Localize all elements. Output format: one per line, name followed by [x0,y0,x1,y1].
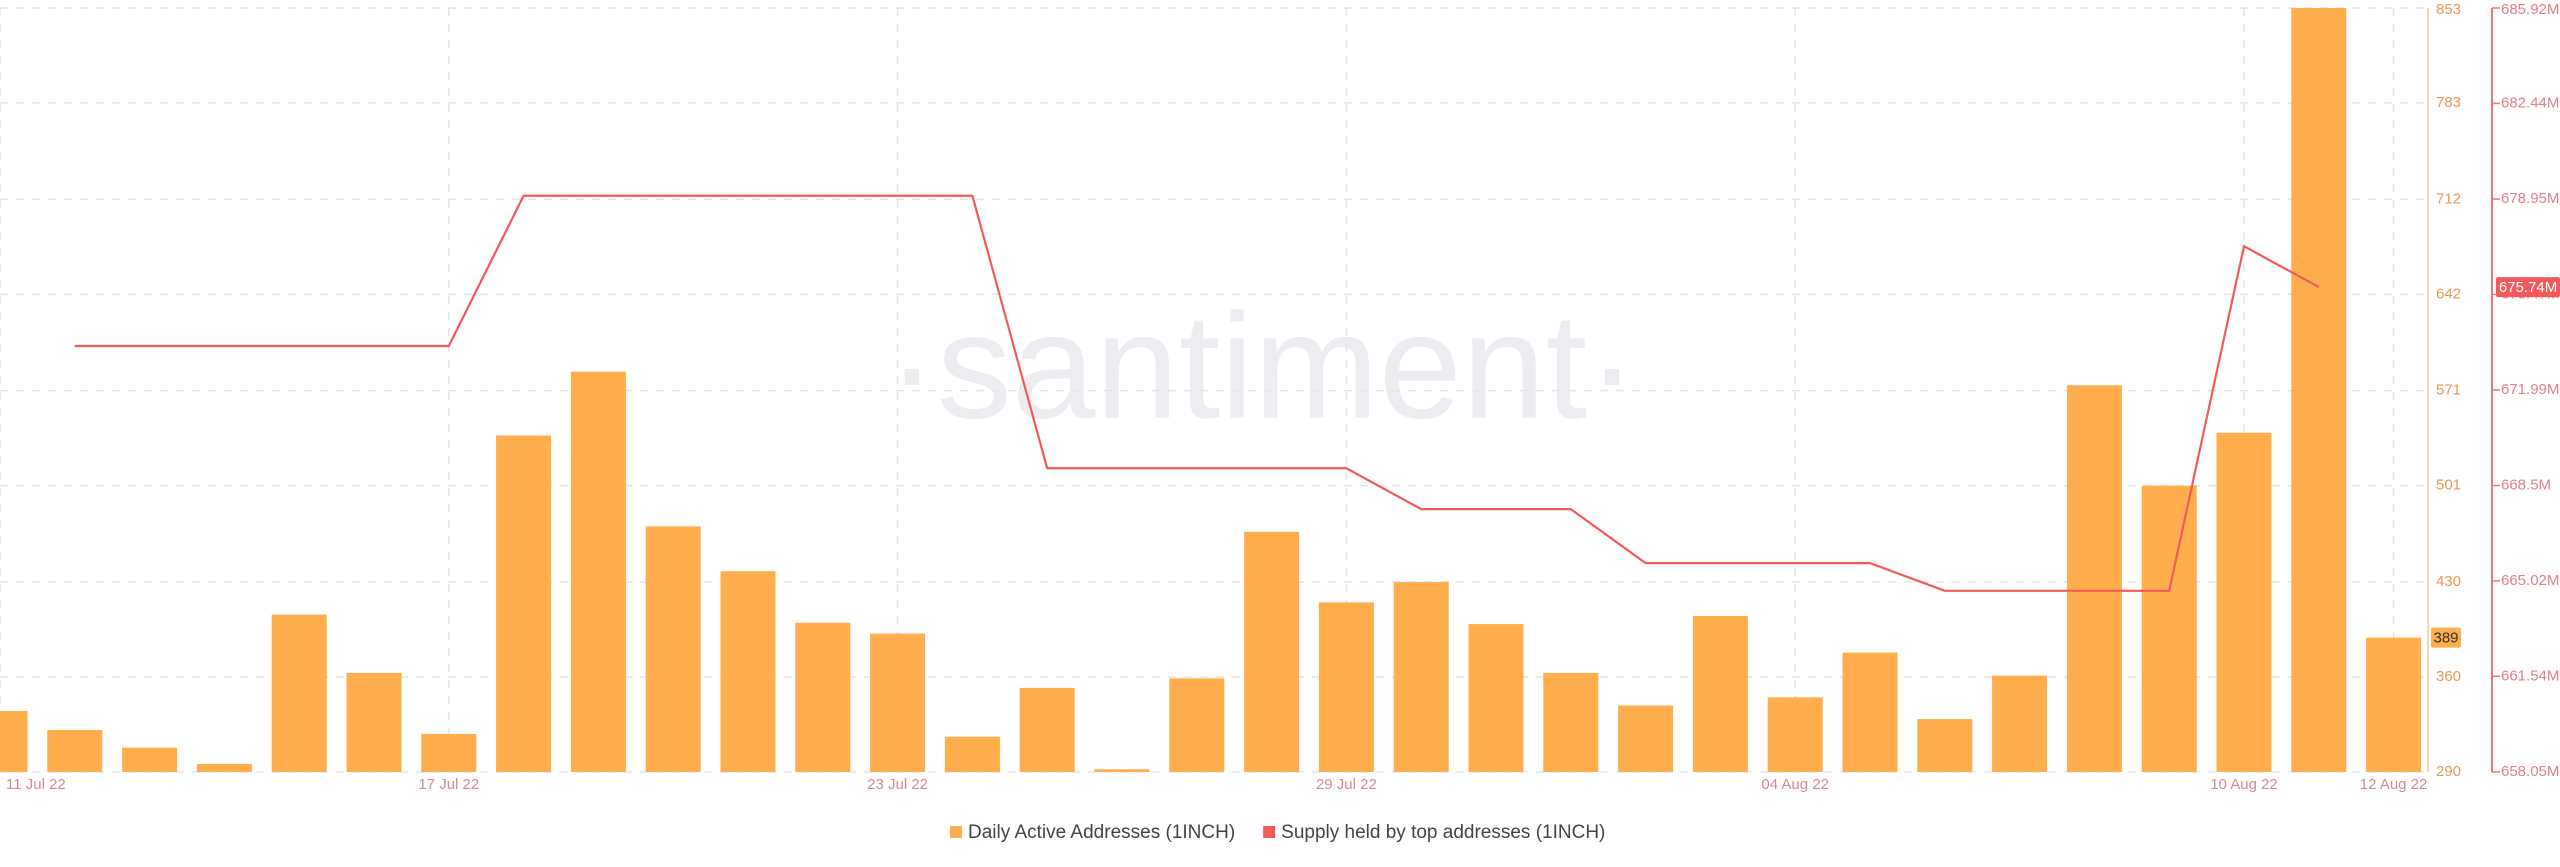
plot [0,8,2422,772]
bar [645,526,701,772]
y-tick-label: 360 [2436,668,2461,685]
bar [2066,385,2122,772]
y2-tick-label: 668.5M [2501,477,2551,494]
y2-tick-label: 658.05M [2501,763,2559,780]
watermark: ·santiment· [887,282,1637,450]
x-tick-label: 10 Aug 22 [2210,776,2278,793]
x-tick-label: 17 Jul 22 [418,776,479,793]
y-tick-label: 642 [2436,285,2461,302]
y-tick-label: 501 [2436,477,2461,494]
bar [1318,602,1374,772]
bar [122,747,178,772]
bar [346,672,402,772]
bar [1992,675,2048,772]
x-tick-label: 04 Aug 22 [1761,776,1829,793]
y2-tick-label: 665.02M [2501,572,2559,589]
bar [720,571,776,772]
bar [1244,531,1300,772]
legend-swatch [950,826,962,838]
bar [870,633,926,772]
bar [1842,652,1898,772]
bar [1094,769,1150,772]
bar [196,763,252,772]
bar [1767,697,1823,772]
bar [2216,432,2272,772]
y2-tick-label: 685.92M [2501,1,2559,18]
bar [2291,8,2347,772]
bar [1169,678,1225,772]
value-label-bg [2496,277,2560,298]
x-tick-label: 12 Aug 22 [2360,776,2428,793]
legend-swatch [1263,826,1276,838]
y2-tick-label: 678.95M [2501,190,2559,207]
y-tick-label: 712 [2436,190,2461,207]
x-tick-label: 29 Jul 22 [1316,776,1377,793]
bar [1917,719,1973,772]
bar [47,729,103,772]
x-tick-label: 11 Jul 22 [6,776,66,793]
bar [795,622,851,772]
y-tick-label: 430 [2436,573,2461,590]
y-tick-label: 783 [2436,94,2461,111]
bar [0,710,28,772]
legend-label: Daily Active Addresses (1INCH) [968,822,1235,843]
value-label: 675.74M [2499,279,2557,296]
y2-tick-label: 682.44M [2501,94,2559,111]
y2-tick-label: 671.99M [2501,381,2559,398]
y-tick-label: 290 [2436,763,2461,780]
bar [570,371,626,772]
bar [496,435,552,772]
y-tick-label: 853 [2436,1,2461,18]
value-label: 389 [2433,630,2458,647]
value-label-bg [2431,627,2461,648]
bar [1393,582,1449,772]
bar [1692,615,1748,772]
bar [1543,672,1599,772]
bar [1019,687,1075,772]
line [74,194,2320,592]
y2-tick-label: 661.54M [2501,667,2559,684]
bar [2141,485,2197,772]
x-tick-label: 23 Jul 22 [867,776,928,793]
bar [2366,637,2422,772]
bar [421,734,477,772]
bar [1618,705,1674,772]
bar [1468,624,1524,772]
bar [271,614,327,772]
legend-label: Supply held by top addresses (1INCH) [1281,822,1605,843]
y-tick-label: 571 [2436,382,2461,399]
bar [944,736,1000,772]
